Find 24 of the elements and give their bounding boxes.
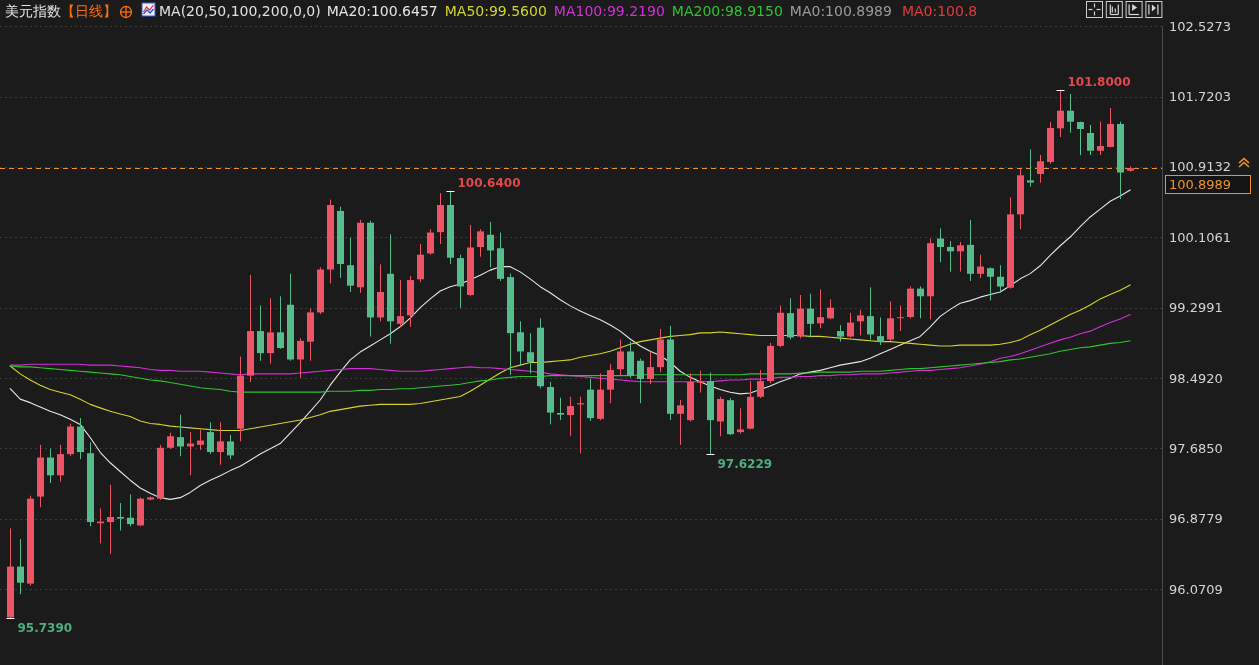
y-tick-label: 97.6850 — [1169, 440, 1223, 456]
data-label: 95.7390 — [6, 618, 73, 635]
y-tick-label: 96.0709 — [1169, 581, 1223, 597]
legend-title: MA(20,50,100,200,0,0) — [159, 3, 321, 19]
y-tick-label: 102.5273 — [1169, 18, 1232, 34]
data-label: 97.6229 — [706, 454, 773, 471]
data-label: 100.6400 — [446, 175, 521, 192]
text: MA200:98.9150 — [671, 3, 783, 19]
data-label: 101.8000 — [1056, 74, 1131, 91]
text: MA0:100.8989 — [789, 3, 892, 19]
y-tick-label: 100.9132 — [1169, 159, 1232, 175]
text: MA50:99.5600 — [444, 3, 547, 19]
y-tick-label: 98.4920 — [1169, 370, 1223, 386]
text: MA0:100.8 — [901, 3, 978, 19]
y-tick-label: 101.7203 — [1169, 89, 1232, 105]
text: MA100:99.2190 — [553, 3, 665, 19]
chart-title: 美元指数 — [5, 3, 61, 19]
chart-subtitle: 【日线】 — [61, 3, 117, 19]
y-tick-label: 96.8779 — [1169, 511, 1223, 527]
text: MA20:100.6457 — [326, 3, 438, 19]
y-tick-label: 100.1061 — [1169, 229, 1232, 245]
legend-label: 100.8989 — [1169, 177, 1232, 192]
y-tick-label: 99.2991 — [1169, 300, 1223, 316]
ref-line-label: 100.8989 — [1165, 175, 1251, 194]
